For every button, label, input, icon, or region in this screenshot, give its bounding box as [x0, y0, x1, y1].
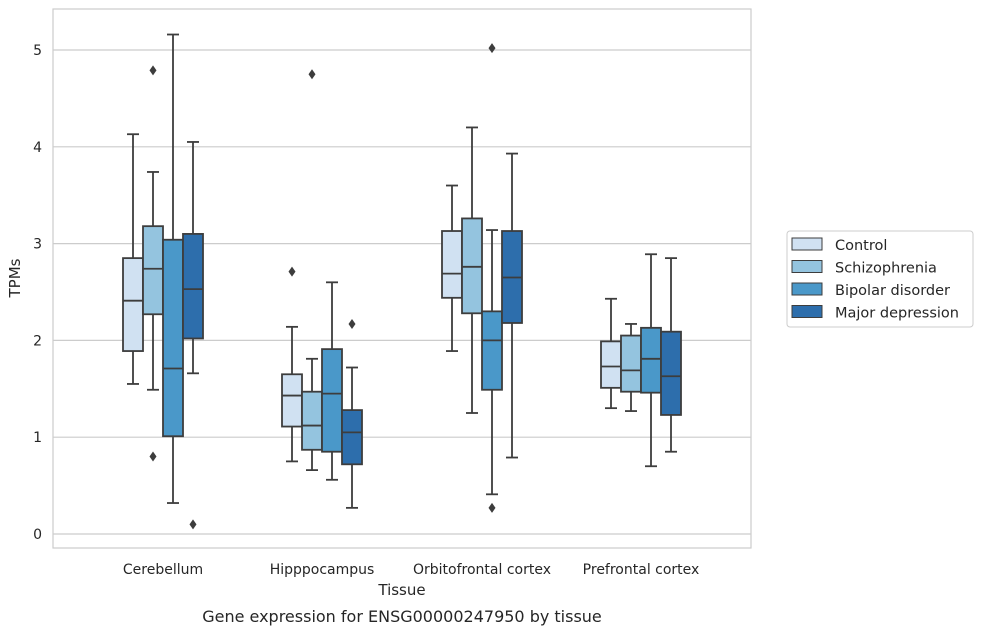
- x-tick-label: Hipppocampus: [270, 562, 375, 578]
- box-iqr: [441, 230, 463, 299]
- legend: Control Schizophrenia Bipolar disorder Majo…: [786, 230, 974, 328]
- legend-label: Control: [835, 238, 887, 254]
- box-2-0: [441, 184, 463, 352]
- outlier-point: [189, 519, 197, 530]
- box-3-1: [620, 323, 642, 412]
- boxes: [122, 33, 682, 530]
- box-0-2: [162, 33, 184, 504]
- box-iqr: [660, 330, 682, 416]
- box-2-2: [481, 43, 503, 513]
- outlier-point: [488, 43, 496, 54]
- box-0-1: [142, 65, 164, 462]
- y-tick-label: 2: [33, 333, 42, 349]
- outlier-point: [488, 502, 496, 513]
- box-2-1: [461, 126, 483, 414]
- y-tick-label: 4: [33, 140, 42, 156]
- x-tick-label: Prefrontal cortex: [583, 562, 700, 578]
- y-tick-label: 5: [33, 43, 42, 59]
- legend-swatch: [791, 305, 823, 318]
- box-iqr: [461, 217, 483, 315]
- y-tick-label: 3: [33, 237, 42, 253]
- box-3-2: [640, 253, 662, 468]
- legend-frame: [786, 230, 974, 328]
- box-0-3: [182, 141, 204, 530]
- box-iqr: [281, 373, 303, 428]
- box-0-0: [122, 133, 144, 385]
- box-iqr: [142, 225, 164, 316]
- box-3-0: [600, 297, 622, 410]
- outlier-point: [308, 69, 316, 80]
- x-tick-label: Orbitofrontal cortex: [413, 562, 551, 578]
- outlier-point: [348, 318, 356, 329]
- box-iqr: [600, 340, 622, 389]
- legend-swatch: [791, 282, 823, 296]
- legend-label: Bipolar disorder: [835, 283, 950, 299]
- outlier-point: [149, 65, 157, 76]
- box-1-1: [301, 69, 323, 472]
- x-axis-label: Tissue: [377, 581, 425, 599]
- box-2-3: [501, 152, 523, 459]
- box-1-2: [321, 281, 343, 481]
- box-iqr: [182, 233, 204, 340]
- box-iqr: [620, 334, 642, 393]
- legend-label: Schizophrenia: [835, 261, 937, 277]
- box-iqr: [640, 326, 662, 394]
- y-axis-ticks: 0 1 2 3 4 5: [33, 43, 42, 543]
- box-1-3: [341, 318, 363, 509]
- plot-area: [52, 8, 752, 549]
- legend-swatch: [791, 260, 823, 273]
- box-iqr: [321, 348, 343, 453]
- box-1-0: [281, 266, 303, 463]
- x-tick-label: Cerebellum: [123, 562, 203, 578]
- box-iqr: [162, 238, 184, 438]
- chart-caption: Gene expression for ENSG00000247950 by t…: [202, 607, 602, 626]
- box-iqr: [301, 390, 323, 451]
- outlier-point: [288, 266, 296, 277]
- legend-swatch: [791, 237, 823, 251]
- box-iqr: [481, 310, 503, 391]
- outlier-point: [149, 451, 157, 462]
- y-tick-label: 0: [33, 527, 42, 543]
- legend-label: Major depression: [835, 306, 959, 322]
- y-axis-label: TPMs: [6, 258, 24, 298]
- y-tick-label: 1: [33, 430, 42, 446]
- box-iqr: [122, 257, 144, 352]
- box-iqr: [341, 409, 363, 466]
- x-axis-ticks: Cerebellum Hipppocampus Orbitofrontal cort…: [123, 562, 699, 578]
- box-3-3: [660, 257, 682, 453]
